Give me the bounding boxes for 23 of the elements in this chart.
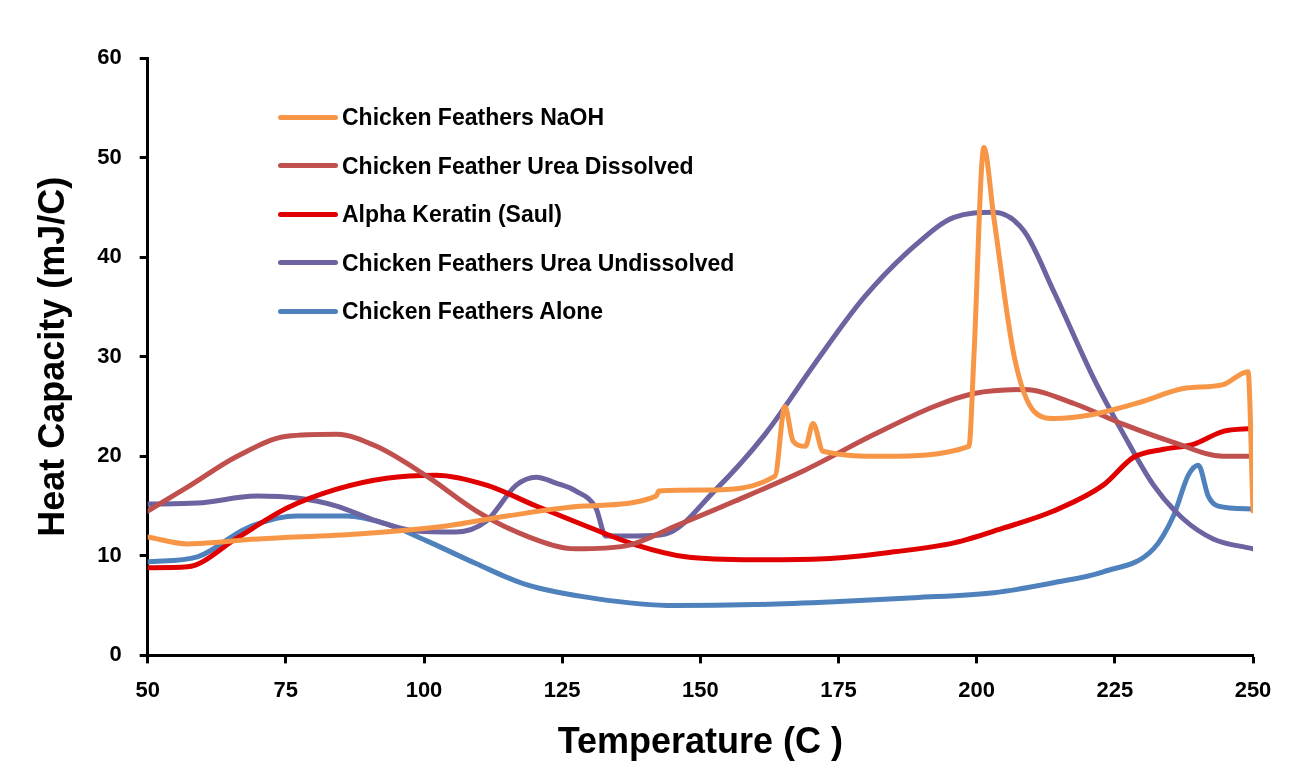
y-axis-title: Heat Capacity (mJ/C) [30,176,72,537]
x-tick-label: 225 [1096,676,1134,702]
y-tick-label: 0 [109,641,122,667]
legend-label: Chicken Feather Urea Dissolved [342,151,694,181]
legend-label: Chicken Feathers Urea Undissolved [342,248,735,278]
legend-label: Chicken Feathers NaOH [342,103,605,132]
y-tick-label: 30 [97,342,122,368]
legend-label: Alpha Keratin (Saul) [342,200,562,229]
x-axis-title: Temperature (C ) [557,720,844,762]
x-tick-label: 50 [135,676,160,702]
x-tick-label: 200 [958,676,996,702]
x-tick-label: 250 [1234,676,1272,702]
x-tick-label: 150 [681,676,719,702]
legend-label: Chicken Feathers Alone [342,297,604,326]
x-tick-label: 125 [543,676,581,702]
y-tick-label: 50 [97,143,122,169]
x-tick-label: 75 [273,676,299,702]
x-tick-label: 175 [820,676,857,702]
y-tick-label: 60 [97,44,122,70]
y-tick-label: 10 [97,541,122,567]
y-tick-label: 40 [97,243,122,269]
y-tick-label: 20 [97,442,122,468]
x-tick-label: 100 [405,676,443,702]
